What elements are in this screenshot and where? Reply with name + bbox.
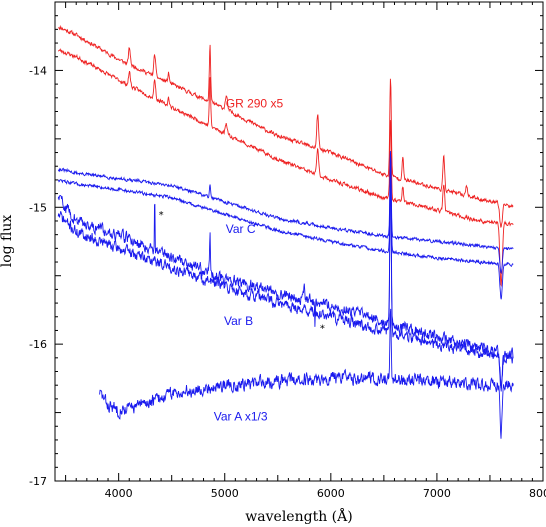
x-tick-label: 8000 [529, 487, 546, 500]
y-tick-label: -15 [29, 201, 47, 214]
asterisk-marker: * [159, 210, 164, 221]
spectrum-line-2 [57, 48, 514, 288]
y-tick-label: -14 [29, 64, 47, 77]
series-annotation: Var B [224, 314, 253, 328]
spectrum-line-7 [99, 308, 514, 439]
axis-ticks: 4000 5000 6000 7000 8000 -14 -15 -16 -17 [29, 2, 546, 500]
spectrum-line-5 [57, 150, 514, 390]
x-tick-label: 6000 [317, 487, 345, 500]
x-tick-label: 7000 [423, 487, 451, 500]
y-tick-label: -17 [29, 475, 47, 488]
spectrum-line-1 [57, 24, 514, 228]
x-tick-label: 5000 [211, 487, 239, 500]
plot-frame [54, 1, 544, 482]
x-tick-label: 4000 [105, 487, 133, 500]
spectrum-line-6 [57, 169, 514, 392]
spectrum-line-3 [57, 152, 514, 274]
y-axis-title: log flux [0, 215, 15, 268]
series-annotation: Var A x1/3 [214, 410, 268, 424]
asterisk-marker: * [320, 324, 325, 335]
x-axis-title: wavelength (Å) [245, 507, 352, 525]
series-layer [57, 24, 514, 439]
series-annotation: GR 290 x5 [226, 96, 284, 110]
annotation-layer: GR 290 x5 Var C Var B Var A x1/3 * * [159, 96, 325, 423]
y-tick-label: -16 [29, 338, 47, 351]
series-annotation: Var C [226, 222, 256, 236]
spectrum-line-4 [57, 153, 514, 300]
